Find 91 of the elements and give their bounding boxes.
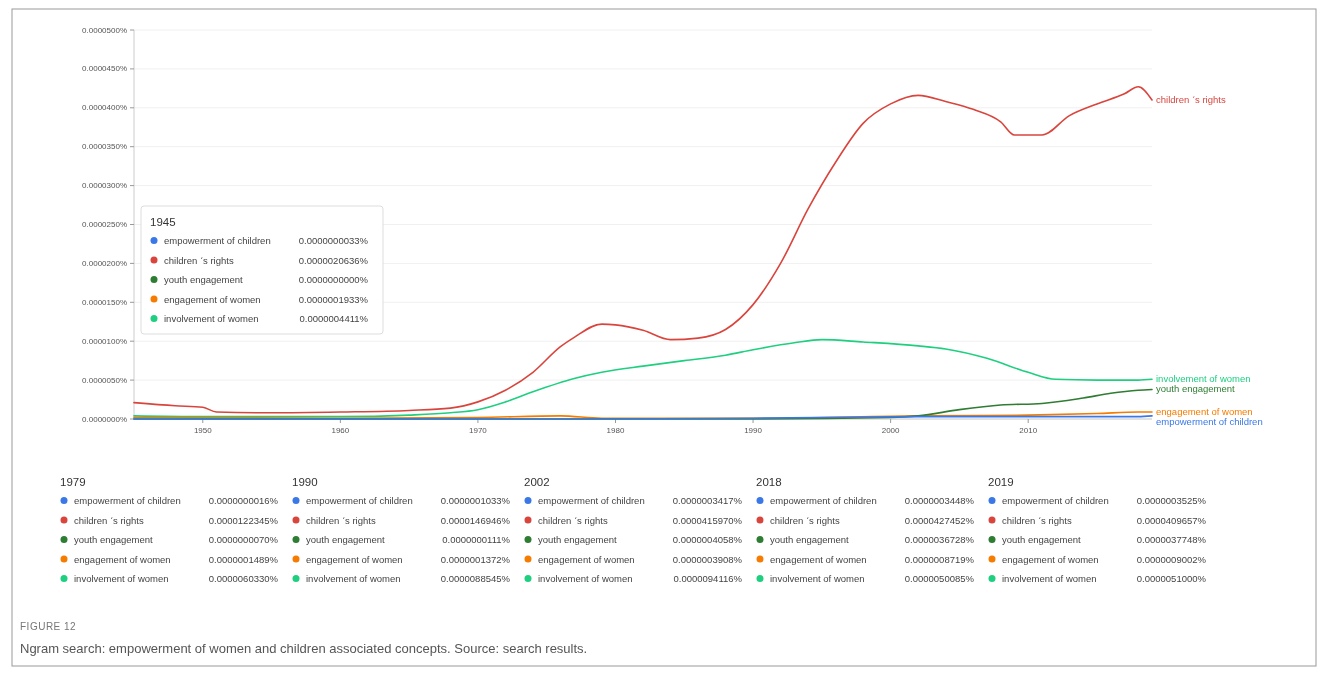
x-tick-label: 1950 bbox=[193, 426, 213, 435]
x-tick-label: 1960 bbox=[331, 426, 350, 435]
text: children ˊs rights bbox=[306, 514, 376, 526]
y-tick-label: 0.0000050% bbox=[82, 375, 127, 385]
annotation: 0.0000000033% bbox=[298, 235, 369, 246]
text: engagement of women bbox=[538, 553, 635, 565]
x-tick-label: 2010 bbox=[1019, 426, 1038, 435]
text: 2019 bbox=[988, 476, 1014, 488]
text: 0.0000003525% bbox=[1136, 495, 1207, 506]
text: 0.0000001033% bbox=[440, 495, 511, 506]
text: empowerment of children bbox=[1156, 416, 1263, 428]
text: youth engagement bbox=[538, 534, 617, 545]
text: 0.0000008719% bbox=[904, 553, 975, 565]
y-tick-label: 0.0000300% bbox=[82, 181, 127, 191]
text: youth engagement bbox=[74, 534, 153, 545]
text: 0.0000000016% bbox=[208, 495, 279, 506]
text: engagement of women bbox=[306, 553, 403, 565]
text: 0.0000050085% bbox=[904, 573, 975, 584]
text: 0.0000409657% bbox=[1136, 514, 1207, 526]
text: involvement of women bbox=[306, 573, 401, 584]
text: children ˊs rights bbox=[770, 514, 840, 526]
text: 0.0000051000% bbox=[1136, 573, 1207, 584]
text: 0.0000003908% bbox=[672, 553, 743, 565]
text: 0.0000427452% bbox=[904, 514, 975, 526]
y-tick-label: 0.0000100% bbox=[82, 336, 127, 346]
y-tick-label: 0.0000150% bbox=[82, 297, 127, 307]
text: 0.0000122345% bbox=[208, 514, 279, 526]
y-tick-label: 0.0000250% bbox=[82, 220, 127, 230]
legend-label: engagement of women bbox=[164, 293, 261, 305]
x-tick-label: 1970 bbox=[469, 426, 488, 435]
text: 0.0000009002% bbox=[1136, 553, 1207, 565]
annotation: 0.0000001933% bbox=[298, 293, 369, 305]
text: 0.0000036728% bbox=[904, 534, 975, 545]
text: youth engagement bbox=[306, 534, 385, 545]
text: children ˊs rights bbox=[538, 514, 608, 526]
text: 1979 bbox=[60, 476, 86, 488]
annotation: 0.0000004411% bbox=[299, 313, 369, 324]
x-tick-label: 1980 bbox=[606, 426, 625, 435]
text: 2002 bbox=[524, 476, 550, 488]
text: involvement of women bbox=[1156, 373, 1251, 385]
text: 2018 bbox=[756, 476, 782, 488]
text: 0.0000037748% bbox=[1136, 534, 1207, 545]
text: engagement of women bbox=[770, 553, 867, 565]
legend-label: empowerment of children bbox=[74, 495, 181, 506]
y-tick-label: 0.0000450% bbox=[82, 64, 127, 74]
text: engagement of women bbox=[1156, 406, 1253, 418]
x-tick-label: 1990 bbox=[744, 426, 763, 435]
text: involvement of women bbox=[1002, 573, 1097, 584]
text: engagement of women bbox=[1002, 553, 1099, 565]
text: engagement of women bbox=[74, 553, 171, 565]
y-tick-label: 0.0000200% bbox=[82, 258, 127, 268]
annotation: 0.0000020636% bbox=[298, 254, 369, 266]
text: empowerment of children bbox=[770, 495, 877, 506]
text: youth engagement bbox=[770, 534, 849, 545]
text: children ˊs rights bbox=[1156, 94, 1226, 106]
legend-label: children ˊs rights bbox=[164, 254, 234, 266]
text: youth engagement bbox=[1156, 383, 1235, 395]
text: empowerment of children bbox=[164, 235, 271, 246]
text: involvement of women bbox=[770, 573, 865, 584]
text: 0.0000000111% bbox=[442, 534, 511, 545]
caption: FIGURE 12 bbox=[20, 621, 77, 632]
text: children ˊs rights bbox=[74, 514, 144, 526]
text: 0.0000001372% bbox=[440, 553, 511, 565]
text: involvement of women bbox=[74, 573, 169, 584]
text: youth engagement bbox=[1002, 534, 1081, 545]
legend-label: youth engagement bbox=[164, 274, 244, 285]
text: 0.0000004058% bbox=[672, 534, 743, 545]
text: 0.0000000070% bbox=[208, 534, 279, 545]
text: empowerment of children bbox=[1002, 495, 1109, 506]
annotation: 1945 bbox=[150, 216, 176, 228]
y-tick-label: 0.0000400% bbox=[82, 103, 127, 113]
text: empowerment of children bbox=[306, 495, 413, 506]
text: 1990 bbox=[292, 476, 318, 488]
y-tick-label: 0.0000000% bbox=[82, 414, 127, 424]
text: 0.0000001489% bbox=[208, 553, 279, 565]
text: 0.0000088545% bbox=[440, 573, 511, 584]
text: 0.0000060330% bbox=[208, 573, 279, 584]
text: 0.0000146946% bbox=[440, 514, 511, 526]
text: involvement of women bbox=[538, 573, 633, 584]
x-tick-label: 2000 bbox=[881, 426, 901, 435]
text: 0.0000003448% bbox=[904, 495, 975, 506]
annotation: 0.0000000000% bbox=[298, 274, 369, 285]
text: 0.0000003417% bbox=[672, 495, 743, 506]
y-tick-label: 0.0000500% bbox=[82, 25, 127, 35]
text: 0.0000415970% bbox=[672, 514, 743, 526]
y-tick-label: 0.0000350% bbox=[82, 142, 127, 152]
text: Ngram search: empowerment of women and children associated concepts. Source: search results. bbox=[20, 641, 588, 656]
text: children ˊs rights bbox=[1002, 514, 1072, 526]
text: 0.0000094116% bbox=[673, 573, 743, 584]
legend-label: involvement of women bbox=[164, 313, 259, 324]
text: empowerment of children bbox=[538, 495, 645, 506]
